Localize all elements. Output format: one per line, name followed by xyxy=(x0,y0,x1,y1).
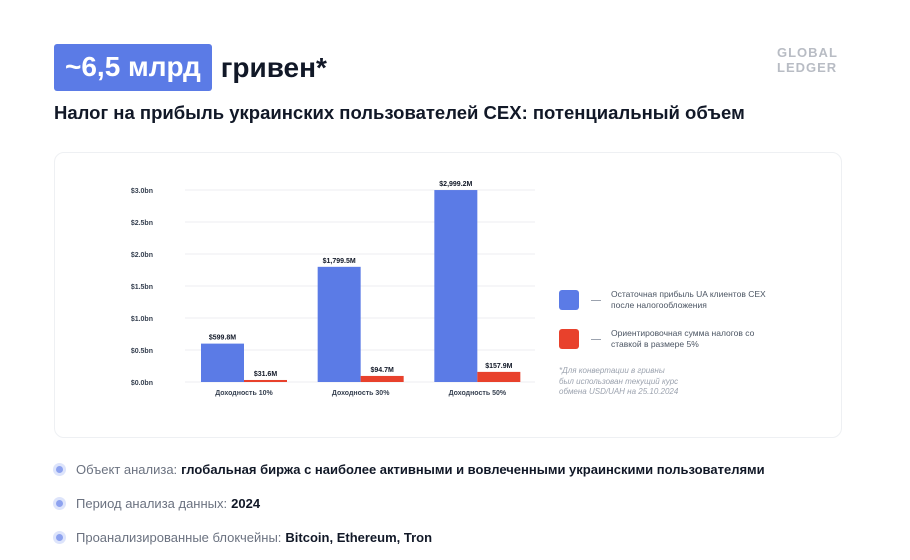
y-tick-label: $0.0bn xyxy=(131,380,153,387)
bar-value-label: $599.8M xyxy=(209,335,236,342)
bullet-dot-icon xyxy=(56,465,63,473)
x-category-label: Доходность 50% xyxy=(449,390,507,397)
headline-text: гривен* xyxy=(220,51,327,83)
y-tick-label: $0.5bn xyxy=(131,348,153,355)
legend-item-tax: Ориентировочная сумма налогов со ставкой… xyxy=(559,328,771,350)
bar-value-label: $157.9M xyxy=(485,363,512,370)
bar-tax xyxy=(244,379,287,382)
bar-chart: $0.0bn $0.5bn $1.0bn $1.5bn $2.0bn $2.5bn $3.0… xyxy=(131,181,535,397)
page-subtitle: Налог на прибыль украинских пользователе… xyxy=(54,102,745,123)
list-item: Проанализированные блокчейны: Bitcoin, E… xyxy=(56,526,765,548)
bullet-value: Bitcoin, Ethereum, Tron xyxy=(285,529,433,545)
bar-profit xyxy=(434,190,478,382)
y-tick-label: $1.5bn xyxy=(131,284,153,291)
headline-badge: ~6,5 млрд xyxy=(54,44,212,91)
chart-legend: Остаточная прибыль UA клиентов CEX после… xyxy=(559,289,771,367)
y-tick-label: $3.0bn xyxy=(131,188,153,195)
bullet-value: 2024 xyxy=(231,495,261,511)
bullet-dot-icon xyxy=(56,499,63,507)
analysis-details-list: Объект анализа: глобальная биржа с наибо… xyxy=(56,458,765,560)
bullet-label: Период анализа данных: xyxy=(76,495,228,511)
bar-profit xyxy=(201,343,244,382)
legend-connector xyxy=(591,338,601,340)
list-item: Объект анализа: глобальная биржа с наибо… xyxy=(56,458,765,480)
x-category-label: Доходность 10% xyxy=(215,390,273,397)
logo-line-2: LEDGER xyxy=(777,60,838,75)
bullet-label: Проанализированные блокчейны: xyxy=(76,529,282,545)
bullet-value: глобальная биржа с наиболее активными и … xyxy=(181,461,765,477)
bullet-dot-icon xyxy=(56,533,63,541)
bullet-label: Объект анализа: xyxy=(76,461,178,477)
legend-label-profit: Остаточная прибыль UA клиентов CEX после… xyxy=(611,289,766,310)
bar-value-label: $94.7M xyxy=(370,367,394,374)
bar-value-label: $2,999.2M xyxy=(439,181,472,188)
bar-value-label: $1,799.5M xyxy=(323,258,356,265)
y-tick-label: $2.5bn xyxy=(131,220,153,227)
list-item: Период анализа данных: 2024 xyxy=(56,492,765,514)
bar-tax xyxy=(360,375,404,382)
bar-profit xyxy=(317,266,361,382)
legend-swatch-red xyxy=(559,329,579,349)
legend-connector xyxy=(591,299,601,301)
y-tick-label: $2.0bn xyxy=(131,252,153,259)
bar-tax xyxy=(477,371,521,382)
headline: ~6,5 млрд гривен* xyxy=(54,44,327,91)
x-category-label: Доходность 30% xyxy=(332,390,390,397)
global-ledger-logo: GLOBAL LEDGER xyxy=(777,45,838,75)
conversion-footnote: *Для конвертации в гривны был использова… xyxy=(559,366,679,396)
legend-swatch-blue xyxy=(559,290,579,310)
chart-card: $0.0bn $0.5bn $1.0bn $1.5bn $2.0bn $2.5bn $3.0… xyxy=(54,152,842,438)
legend-item-profit: Остаточная прибыль UA клиентов CEX после… xyxy=(559,289,771,311)
bar-value-label: $31.6M xyxy=(254,371,278,378)
legend-label-tax: Ориентировочная сумма налогов со ставкой… xyxy=(611,328,755,349)
logo-line-1: GLOBAL xyxy=(777,45,838,60)
y-tick-label: $1.0bn xyxy=(131,316,153,323)
